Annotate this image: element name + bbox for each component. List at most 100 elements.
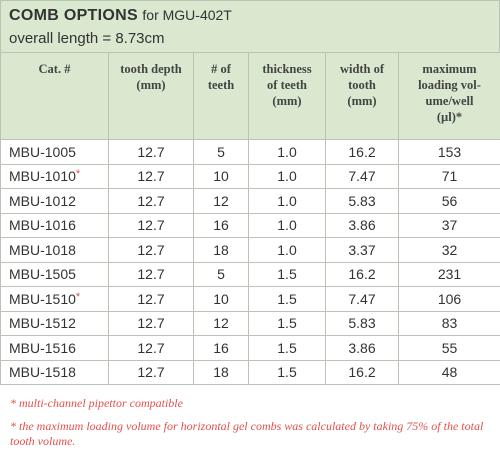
compat-mark: * (75, 290, 81, 303)
cell: 16.2 (325, 261, 399, 287)
title-line: COMB OPTIONS for MGU-402T (9, 7, 232, 25)
cell: 5 (193, 139, 249, 165)
column-header: # of teeth (193, 52, 249, 140)
header-line: loading vol- (418, 78, 481, 92)
row: MBU-1505 12.7 5 1.5 16.2 231 (0, 261, 500, 287)
cell: 10 (193, 286, 249, 312)
cell: 18 (193, 237, 249, 263)
cell: 16 (193, 212, 249, 238)
header-line: tooth depth (120, 62, 182, 76)
subtitle: for MGU-402T (142, 7, 232, 23)
cell: 1.5 (248, 310, 326, 336)
cell: 12.7 (108, 163, 194, 189)
cell: 5 (193, 261, 249, 287)
cell: 12.7 (108, 286, 194, 312)
cell: 55 (398, 335, 500, 361)
cell: 153 (398, 139, 500, 165)
cell: 7.47 (325, 163, 399, 189)
cell: 1.5 (248, 359, 326, 385)
cell: 12.7 (108, 237, 194, 263)
column-header: maximum loading vol-ume/well (µl)* (398, 52, 500, 140)
table-body: MBU-1005 12.7 5 1.0 16.2 153 MBU-1010* 12.7 10 1.… (0, 139, 500, 385)
cat-number: MBU-1018 (9, 241, 76, 258)
cat-cell: MBU-1516 (0, 335, 109, 361)
column-header: width of tooth (mm) (325, 52, 399, 140)
row: MBU-1518 12.7 18 1.5 16.2 48 (0, 359, 500, 385)
cell: 12 (193, 310, 249, 336)
cat-number: MBU-1005 (9, 143, 76, 160)
cell: 3.37 (325, 237, 399, 263)
header-row: Cat. # tooth depth (mm) # of teeth thickness o… (0, 52, 500, 140)
column-header: Cat. # (0, 52, 109, 140)
cell: 37 (398, 212, 500, 238)
row: MBU-1005 12.7 5 1.0 16.2 153 (0, 139, 500, 165)
cell: 12.7 (108, 139, 194, 165)
cell: 16 (193, 335, 249, 361)
cat-number: MBU-1510 (9, 290, 76, 307)
header-line: maximum (422, 62, 477, 76)
cell: 10 (193, 163, 249, 189)
cell: 1.5 (248, 261, 326, 287)
compat-mark: * (75, 168, 81, 181)
cell: 231 (398, 261, 500, 287)
cat-number: MBU-1512 (9, 315, 76, 332)
cell: 12 (193, 188, 249, 214)
cat-cell: MBU-1005 (0, 139, 109, 165)
cell: 106 (398, 286, 500, 312)
header-line: tooth (348, 78, 376, 92)
header-line: teeth (207, 78, 235, 92)
header-line: (mm) (136, 78, 166, 92)
header-line: # of (211, 62, 231, 76)
cell: 16.2 (325, 139, 399, 165)
cell: 12.7 (108, 188, 194, 214)
row: MBU-1018 12.7 18 1.0 3.37 32 (0, 237, 500, 263)
cell: 1.0 (248, 163, 326, 189)
header-line: (µl)* (436, 110, 463, 124)
header-line: width of (339, 62, 385, 76)
cat-number: MBU-1016 (9, 217, 76, 234)
cell: 5.83 (325, 310, 399, 336)
cell: 12.7 (108, 212, 194, 238)
cell: 12.7 (108, 261, 194, 287)
cat-cell: MBU-1510* (0, 286, 109, 312)
row: MBU-1516 12.7 16 1.5 3.86 55 (0, 335, 500, 361)
cell: 5.83 (325, 188, 399, 214)
cell: 83 (398, 310, 500, 336)
row: MBU-1016 12.7 16 1.0 3.86 37 (0, 212, 500, 238)
row: MBU-1012 12.7 12 1.0 5.83 56 (0, 188, 500, 214)
cat-number: MBU-1012 (9, 192, 76, 209)
header-line: ume/well (425, 94, 474, 108)
cell: 12.7 (108, 310, 194, 336)
cell: 18 (193, 359, 249, 385)
title: COMB OPTIONS (9, 7, 138, 24)
cell: 3.86 (325, 335, 399, 361)
cell: 3.86 (325, 212, 399, 238)
footnote: * multi-channel pipettor compatible (10, 396, 183, 410)
cat-cell: MBU-1012 (0, 188, 109, 214)
column-header: tooth depth (mm) (108, 52, 194, 140)
cell: 12.7 (108, 335, 194, 361)
cell: 1.0 (248, 139, 326, 165)
cell: 1.5 (248, 335, 326, 361)
row: MBU-1510* 12.7 10 1.5 7.47 106 (0, 286, 500, 312)
cat-cell: MBU-1518 (0, 359, 109, 385)
cat-cell: MBU-1505 (0, 261, 109, 287)
cat-number: MBU-1518 (9, 364, 76, 381)
cat-cell: MBU-1512 (0, 310, 109, 336)
cell: 1.0 (248, 237, 326, 263)
cat-number: MBU-1516 (9, 339, 76, 356)
column-header: thickness of teeth (mm) (248, 52, 326, 140)
cell: 71 (398, 163, 500, 189)
cell: 48 (398, 359, 500, 385)
header-line: (mm) (272, 94, 302, 108)
cat-cell: MBU-1010* (0, 163, 109, 189)
header-line: Cat. # (38, 62, 71, 76)
footnote: * the maximum loading volume for horizon… (10, 419, 484, 448)
header-line: thickness (262, 62, 312, 76)
cat-cell: MBU-1016 (0, 212, 109, 238)
cat-cell: MBU-1018 (0, 237, 109, 263)
row: MBU-1512 12.7 12 1.5 5.83 83 (0, 310, 500, 336)
cell: 12.7 (108, 359, 194, 385)
row: MBU-1010* 12.7 10 1.0 7.47 71 (0, 163, 500, 189)
